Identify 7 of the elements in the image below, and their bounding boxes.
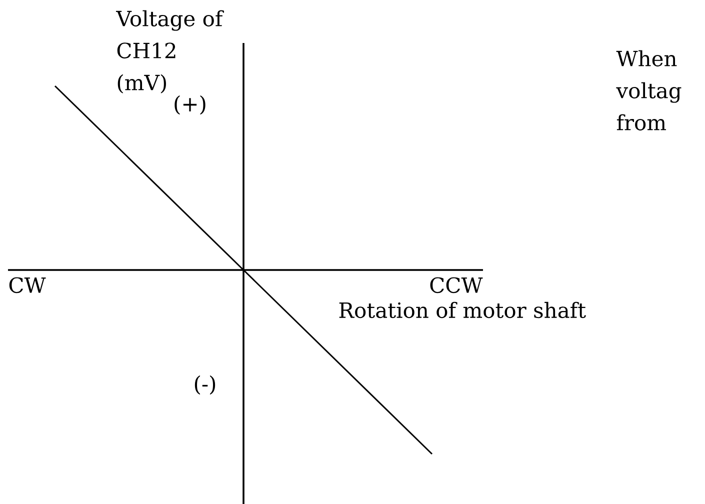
y-axis-title: Voltage of CH12 (mV) xyxy=(116,10,224,94)
annotation: CW xyxy=(9,277,46,294)
annotation: CCW xyxy=(430,277,483,294)
x-axis-title: Rotation of motor shaft xyxy=(339,302,586,318)
text: When voltag from xyxy=(616,50,682,130)
annotation: (-) xyxy=(194,375,216,395)
annotation: (+) xyxy=(174,95,206,115)
